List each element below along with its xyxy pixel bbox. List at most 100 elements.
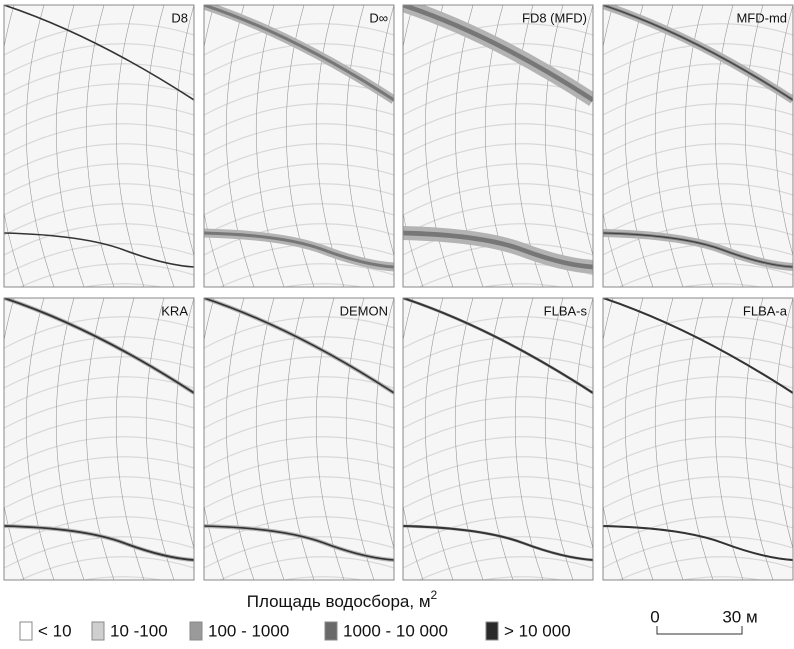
- panel-border: [402, 4, 594, 288]
- legend-label: < 10: [38, 621, 72, 640]
- hatching: [4, 123, 194, 156]
- flow-channel: [603, 525, 793, 561]
- hatching: [281, 576, 365, 580]
- hatching: [680, 283, 764, 287]
- hatching: [4, 436, 194, 469]
- contour-line: [345, 298, 375, 580]
- hatching: [403, 416, 593, 449]
- hatching: [219, 556, 394, 580]
- map-content: [204, 5, 394, 287]
- hatching: [418, 556, 593, 580]
- contour-line: [484, 298, 514, 580]
- hatching: [204, 436, 394, 469]
- hatching: [403, 496, 593, 529]
- hatching: [4, 356, 194, 389]
- hatching: [204, 496, 394, 529]
- hatching: [4, 496, 194, 529]
- hatching: [403, 456, 593, 489]
- hatching: [603, 203, 793, 236]
- contour-line: [454, 298, 484, 580]
- hatching: [403, 203, 593, 236]
- legend-title: Площадь водосбора, м2: [247, 588, 438, 611]
- hatching: [403, 476, 593, 509]
- hatching: [403, 536, 593, 569]
- hatching: [603, 63, 793, 96]
- hatching: [4, 103, 194, 136]
- contour-line: [684, 298, 714, 580]
- legend-swatch: [19, 621, 33, 641]
- contour-line: [115, 298, 145, 580]
- panel-grid: D8 D∞ FD8 (MFD) MFD-md KRA DEMON FLBA-s FLBA-a: [3, 4, 794, 581]
- hatching: [403, 123, 593, 156]
- flow-channel: [4, 525, 194, 561]
- hatching: [204, 63, 394, 96]
- hatching: [204, 396, 394, 429]
- hatching: [403, 356, 593, 389]
- legend-label: 1000 - 10 000: [343, 621, 448, 640]
- contour-line: [255, 298, 285, 580]
- panel-border: [602, 297, 794, 581]
- hatching: [680, 576, 764, 580]
- flow-channel: [204, 525, 394, 561]
- hatching: [204, 163, 394, 196]
- hatching: [204, 123, 394, 156]
- hatching: [603, 536, 793, 569]
- panel-label: FD8 (MFD): [522, 10, 587, 25]
- hatching: [4, 516, 194, 549]
- contour-line: [624, 298, 654, 580]
- contour-line: [4, 298, 25, 580]
- contour-line: [603, 5, 624, 287]
- contour-line: [714, 298, 744, 580]
- contour-line: [424, 5, 454, 287]
- panel-label: DEMON: [340, 303, 388, 318]
- flow-channel: [4, 298, 194, 394]
- hatching: [403, 436, 593, 469]
- hatching: [403, 63, 593, 96]
- flow-channel: [403, 298, 593, 394]
- map-content: [4, 5, 194, 287]
- hatching: [204, 476, 394, 509]
- hatching: [603, 143, 793, 176]
- panel-label: KRA: [161, 303, 188, 318]
- contour-line: [4, 5, 25, 287]
- panel-border: [203, 297, 395, 581]
- hatching: [603, 163, 793, 196]
- hatching: [403, 396, 593, 429]
- contour-line: [145, 298, 175, 580]
- hatching: [403, 223, 593, 256]
- hatching: [603, 123, 793, 156]
- hatching: [603, 356, 793, 389]
- contour-line: [225, 298, 255, 580]
- scale-line: [656, 626, 743, 635]
- flow-core: [403, 5, 593, 102]
- hatching: [281, 283, 365, 287]
- flow-channel: [603, 232, 793, 268]
- map-panel: D8: [3, 4, 195, 288]
- panel-label: FLBA-a: [743, 303, 788, 318]
- hatching: [618, 556, 793, 580]
- map-panel: FD8 (MFD): [402, 4, 594, 288]
- contour-line: [603, 298, 624, 580]
- flow-channel: [4, 232, 194, 268]
- hatching: [204, 143, 394, 176]
- panel-label: D∞: [369, 10, 388, 25]
- contour-line: [175, 298, 194, 550]
- scale-bar: 0 30 м: [650, 607, 758, 635]
- contour-line: [654, 5, 684, 287]
- contour-line: [403, 298, 424, 580]
- hatching: [4, 536, 194, 569]
- hatching: [81, 283, 165, 287]
- legend-label: 10 -100: [110, 621, 168, 640]
- hatching: [4, 163, 194, 196]
- panel-label: D8: [171, 10, 188, 25]
- map-content: [204, 298, 394, 580]
- hatching: [204, 456, 394, 489]
- contour-line: [654, 298, 684, 580]
- map-panel: KRA: [3, 297, 195, 581]
- hatching: [4, 416, 194, 449]
- map-content: [403, 5, 593, 287]
- hatching: [603, 103, 793, 136]
- legend: Площадь водосбора, м2 < 10 10 -100 100 - 1…: [19, 588, 571, 641]
- legend-label: 100 - 1000: [208, 621, 289, 640]
